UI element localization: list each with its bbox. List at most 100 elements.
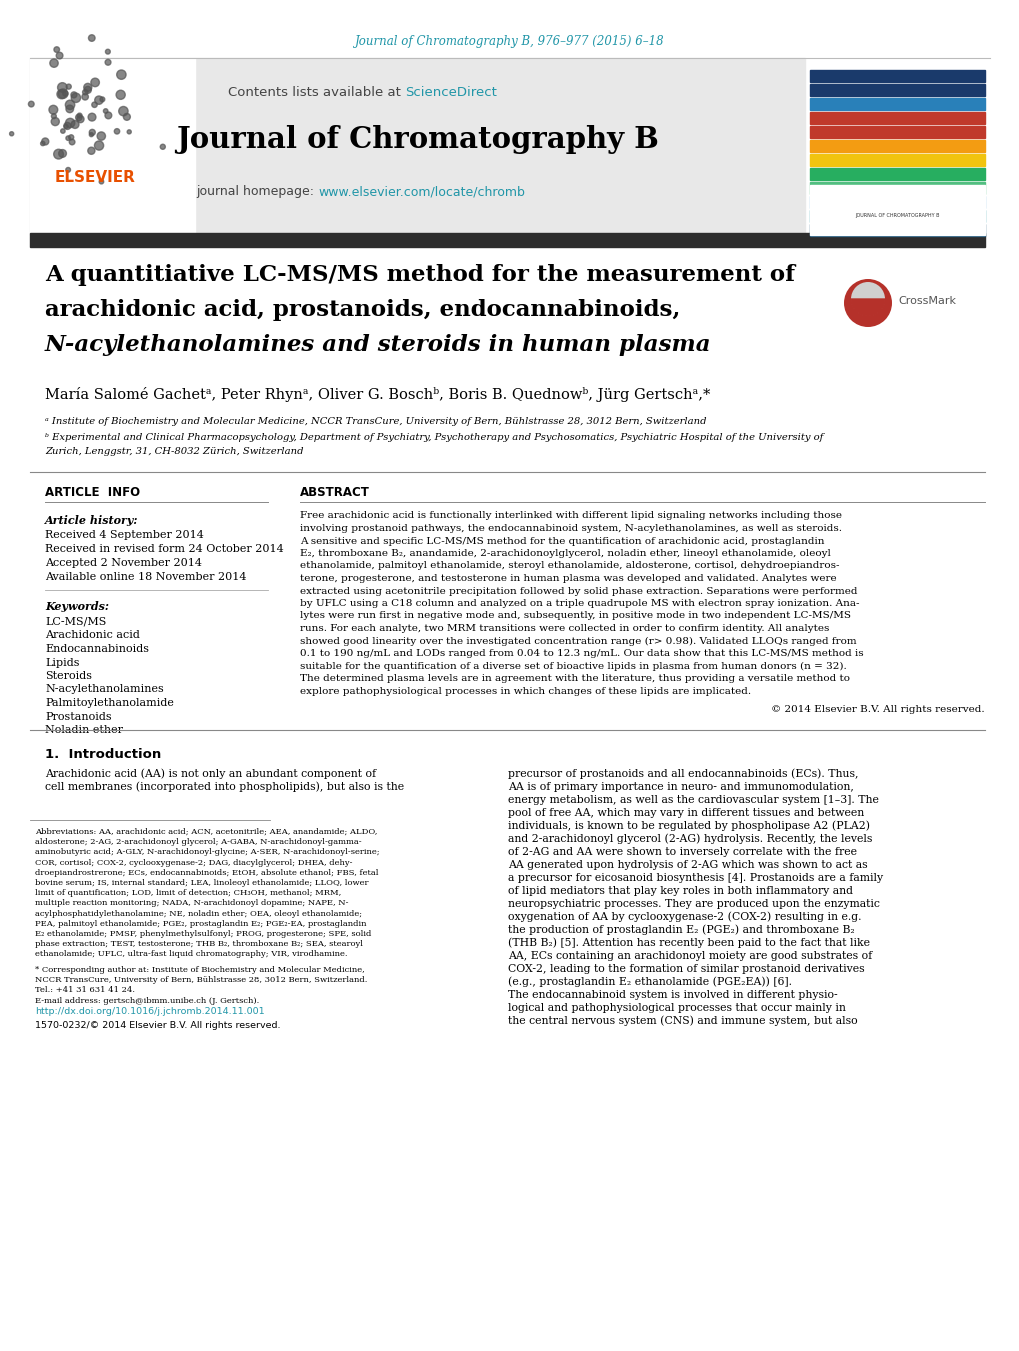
Circle shape xyxy=(50,59,58,68)
Text: COR, cortisol; COX-2, cyclooxygenase-2; DAG, diacylglycerol; DHEA, dehy-: COR, cortisol; COX-2, cyclooxygenase-2; … xyxy=(35,859,353,866)
Text: N-acylethanolamines: N-acylethanolamines xyxy=(45,685,164,694)
Text: 1.  Introduction: 1. Introduction xyxy=(45,748,161,762)
Text: ARTICLE  INFO: ARTICLE INFO xyxy=(45,485,140,499)
Text: aldosterone; 2-AG, 2-arachidonoyl glycerol; A-GABA, N-arachidonoyl-gamma-: aldosterone; 2-AG, 2-arachidonoyl glycer… xyxy=(35,838,362,846)
Circle shape xyxy=(90,130,95,135)
Circle shape xyxy=(42,138,49,145)
Circle shape xyxy=(76,116,84,123)
Text: LC-MS/MS: LC-MS/MS xyxy=(45,617,106,627)
Bar xyxy=(809,84,984,96)
Text: http://dx.doi.org/10.1016/j.jchromb.2014.11.001: http://dx.doi.org/10.1016/j.jchromb.2014… xyxy=(35,1008,264,1016)
Circle shape xyxy=(850,282,884,316)
Text: Contents lists available at: Contents lists available at xyxy=(227,86,405,100)
Text: Steroids: Steroids xyxy=(45,671,92,681)
Circle shape xyxy=(85,86,92,93)
Text: journal homepage:: journal homepage: xyxy=(196,185,318,199)
Circle shape xyxy=(88,147,95,154)
Text: multiple reaction monitoring; NADA, N-arachidonoyl dopamine; NAPE, N-: multiple reaction monitoring; NADA, N-ar… xyxy=(35,900,348,908)
Circle shape xyxy=(127,130,131,134)
Text: showed good linearity over the investigated concentration range (r> 0.98). Valid: showed good linearity over the investiga… xyxy=(300,636,856,646)
Text: of lipid mediators that play key roles in both inflammatory and: of lipid mediators that play key roles i… xyxy=(507,886,852,896)
Circle shape xyxy=(95,96,103,104)
Text: Abbreviations: AA, arachidonic acid; ACN, acetonitrile; AEA, anandamide; ALDO,: Abbreviations: AA, arachidonic acid; ACN… xyxy=(35,828,377,836)
Circle shape xyxy=(118,107,128,116)
Bar xyxy=(809,209,984,222)
Text: bovine serum; IS, internal standard; LEA, linoleoyl ethanolamide; LLOQ, lower: bovine serum; IS, internal standard; LEA… xyxy=(35,880,368,888)
Bar xyxy=(809,182,984,195)
Circle shape xyxy=(64,123,71,130)
Circle shape xyxy=(843,280,892,327)
Text: neuropsychiatric processes. They are produced upon the enzymatic: neuropsychiatric processes. They are pro… xyxy=(507,898,879,909)
Bar xyxy=(809,154,984,166)
Text: Free arachidonic acid is functionally interlinked with different lipid signaling: Free arachidonic acid is functionally in… xyxy=(300,512,841,520)
Text: ScienceDirect: ScienceDirect xyxy=(405,86,496,100)
Circle shape xyxy=(51,118,59,126)
Text: N-acylethanolamines and steroids in human plasma: N-acylethanolamines and steroids in huma… xyxy=(45,334,711,357)
Text: limit of quantification; LOD, limit of detection; CH₃OH, methanol; MRM,: limit of quantification; LOD, limit of d… xyxy=(35,889,341,897)
Circle shape xyxy=(105,112,112,119)
Bar xyxy=(30,232,984,247)
Circle shape xyxy=(89,35,95,42)
Circle shape xyxy=(57,82,67,92)
Text: JOURNAL OF CHROMATOGRAPHY B: JOURNAL OF CHROMATOGRAPHY B xyxy=(854,212,938,218)
Circle shape xyxy=(54,149,63,159)
Text: the production of prostaglandin E₂ (PGE₂) and thromboxane B₂: the production of prostaglandin E₂ (PGE₂… xyxy=(507,924,854,935)
Circle shape xyxy=(88,113,96,122)
Text: * Corresponding author at: Institute of Biochemistry and Molecular Medicine,: * Corresponding author at: Institute of … xyxy=(35,966,365,974)
Text: aminobutyric acid; A-GLY, N-arachidonoyl-glycine; A-SER, N-arachidonoyl-serine;: aminobutyric acid; A-GLY, N-arachidonoyl… xyxy=(35,848,379,857)
Bar xyxy=(809,126,984,138)
Circle shape xyxy=(82,93,89,100)
Bar xyxy=(809,185,984,235)
Circle shape xyxy=(68,135,73,141)
Text: Received 4 September 2014: Received 4 September 2014 xyxy=(45,530,204,540)
Text: The determined plasma levels are in agreement with the literature, thus providin: The determined plasma levels are in agre… xyxy=(300,674,849,684)
Text: Received in revised form 24 October 2014: Received in revised form 24 October 2014 xyxy=(45,544,283,554)
Text: Arachidonic acid (AA) is not only an abundant component of: Arachidonic acid (AA) is not only an abu… xyxy=(45,769,376,780)
Circle shape xyxy=(71,93,81,103)
Text: ABSTRACT: ABSTRACT xyxy=(300,485,370,499)
Text: a precursor for eicosanoid biosynthesis [4]. Prostanoids are a family: a precursor for eicosanoid biosynthesis … xyxy=(507,873,882,884)
Circle shape xyxy=(71,120,78,128)
Wedge shape xyxy=(850,299,884,316)
Text: AA is of primary importance in neuro- and immunomodulation,: AA is of primary importance in neuro- an… xyxy=(507,782,853,792)
Text: lytes were run first in negative mode and, subsequently, in positive mode in two: lytes were run first in negative mode an… xyxy=(300,612,850,620)
Circle shape xyxy=(99,180,104,184)
Bar xyxy=(809,112,984,124)
Text: acylphosphatidylethanolamine; NE, noladin ether; OEA, oleoyl ethanolamide;: acylphosphatidylethanolamine; NE, noladi… xyxy=(35,909,362,917)
Circle shape xyxy=(77,113,82,118)
Circle shape xyxy=(66,136,70,141)
Text: Endocannabinoids: Endocannabinoids xyxy=(45,644,149,654)
Circle shape xyxy=(114,128,119,134)
Text: pool of free AA, which may vary in different tissues and between: pool of free AA, which may vary in diffe… xyxy=(507,808,863,817)
Text: explore pathophysiological processes in which changes of these lipids are implic: explore pathophysiological processes in … xyxy=(300,686,750,696)
Circle shape xyxy=(65,119,74,127)
Text: involving prostanoid pathways, the endocannabinoid system, N-acylethanolamines, : involving prostanoid pathways, the endoc… xyxy=(300,524,841,534)
Text: María Salomé Gachetᵃ, Peter Rhynᵃ, Oliver G. Boschᵇ, Boris B. Quednowᵇ, Jürg Ger: María Salomé Gachetᵃ, Peter Rhynᵃ, Olive… xyxy=(45,388,709,403)
Text: E-mail address: gertsch@ibmm.unibe.ch (J. Gertsch).: E-mail address: gertsch@ibmm.unibe.ch (J… xyxy=(35,997,259,1005)
Text: arachidonic acid, prostanoids, endocannabinoids,: arachidonic acid, prostanoids, endocanna… xyxy=(45,299,680,322)
Text: ethanolamide, palmitoyl ethanolamide, steroyl ethanolamide, aldosterone, cortiso: ethanolamide, palmitoyl ethanolamide, st… xyxy=(300,562,839,570)
Text: The endocannabinoid system is involved in different physio-: The endocannabinoid system is involved i… xyxy=(507,990,837,1000)
Text: phase extraction; TEST, testosterone; THB B₂, thromboxane B₂; SEA, stearoyl: phase extraction; TEST, testosterone; TH… xyxy=(35,940,363,948)
Circle shape xyxy=(65,168,70,172)
Text: Article history:: Article history: xyxy=(45,515,139,526)
Text: ᵇ Experimental and Clinical Pharmacopsychology, Department of Psychiatry, Psycho: ᵇ Experimental and Clinical Pharmacopsyc… xyxy=(45,434,822,443)
Text: AA, ECs containing an arachidonoyl moiety are good substrates of: AA, ECs containing an arachidonoyl moiet… xyxy=(507,951,871,961)
Text: runs. For each analyte, two MRM transitions were collected in order to confirm i: runs. For each analyte, two MRM transiti… xyxy=(300,624,828,634)
Circle shape xyxy=(57,89,66,99)
Text: Arachidonic acid: Arachidonic acid xyxy=(45,631,140,640)
Text: Tel.: +41 31 631 41 24.: Tel.: +41 31 631 41 24. xyxy=(35,986,135,994)
Text: Noladin ether: Noladin ether xyxy=(45,725,123,735)
Circle shape xyxy=(97,132,105,141)
Circle shape xyxy=(64,124,68,128)
Bar xyxy=(809,224,984,236)
Circle shape xyxy=(71,92,76,97)
Text: cell membranes (incorporated into phospholipids), but also is the: cell membranes (incorporated into phosph… xyxy=(45,782,404,792)
Text: 0.1 to 190 ng/mL and LODs ranged from 0.04 to 12.3 ng/mL. Our data show that thi: 0.1 to 190 ng/mL and LODs ranged from 0.… xyxy=(300,648,863,658)
Circle shape xyxy=(66,105,73,112)
Text: PEA, palmitoyl ethanolamide; PGE₂, prostaglandin E₂; PGE₂-EA, prostaglandin: PEA, palmitoyl ethanolamide; PGE₂, prost… xyxy=(35,920,366,928)
Circle shape xyxy=(83,89,88,95)
Bar xyxy=(809,141,984,153)
Text: A sensitive and specific LC-MS/MS method for the quantification of arachidonic a: A sensitive and specific LC-MS/MS method… xyxy=(300,536,823,546)
Circle shape xyxy=(84,84,92,92)
